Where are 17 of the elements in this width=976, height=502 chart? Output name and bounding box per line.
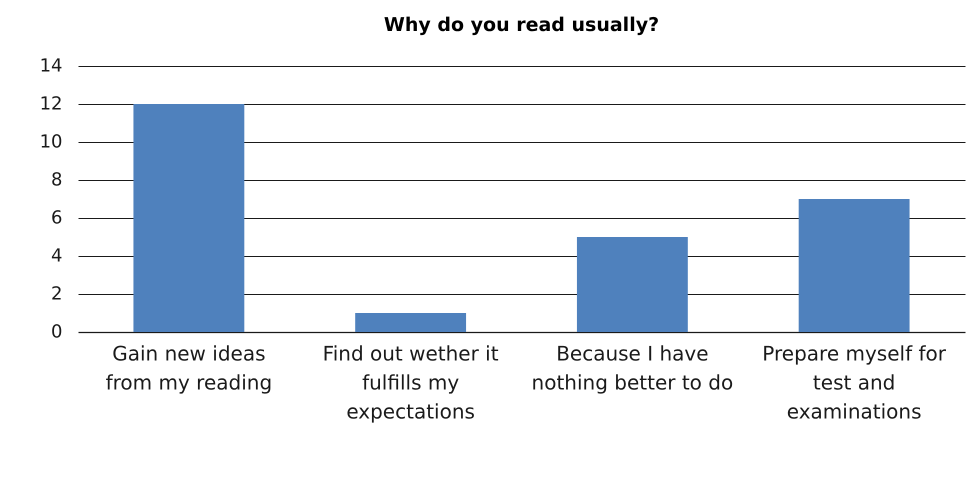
- y-tick-label: 8: [51, 170, 62, 190]
- y-tick-label: 14: [40, 56, 62, 76]
- y-tick-label: 2: [51, 284, 62, 304]
- x-tick-label: Find out wether it fulfills my expectations: [322, 342, 499, 424]
- bar: [798, 199, 910, 332]
- y-tick-label: 12: [40, 94, 62, 114]
- bar: [133, 104, 244, 332]
- y-tick-label: 6: [51, 208, 62, 228]
- chart-title: Why do you read usually?: [384, 14, 660, 36]
- y-tick-label: 0: [51, 322, 62, 342]
- x-tick-label: Prepare myself for test and examinations: [762, 342, 947, 424]
- x-tick-label: Gain new ideas from my reading: [106, 342, 272, 394]
- x-tick-label: Because I have nothing better to do: [532, 342, 734, 394]
- y-tick-label: 4: [51, 246, 62, 266]
- bar: [355, 313, 466, 332]
- y-tick-label: 10: [40, 132, 62, 152]
- bar: [576, 237, 688, 332]
